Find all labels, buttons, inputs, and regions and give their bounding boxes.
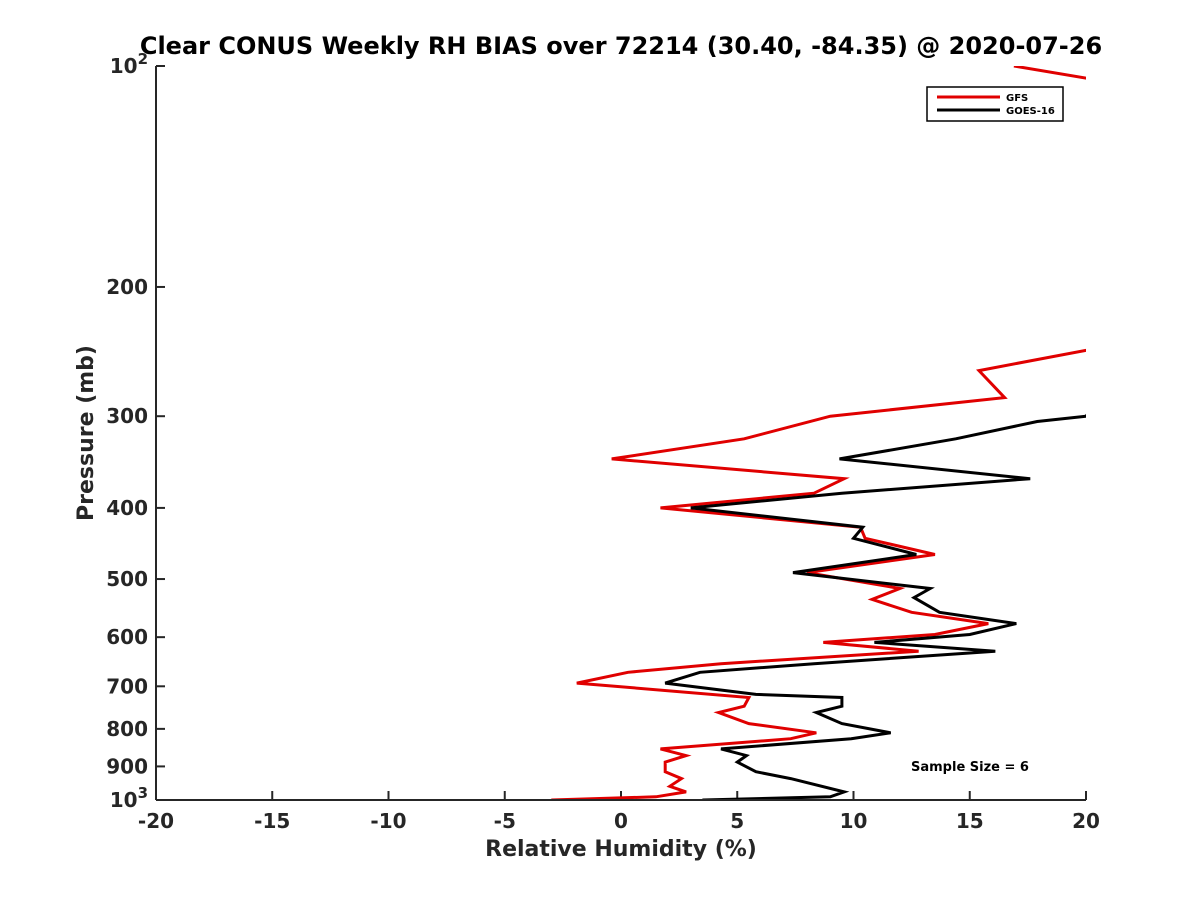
x-tick-label: -5 xyxy=(494,809,516,833)
series-line-goes16 xyxy=(664,413,1086,800)
y-tick-label: 102 xyxy=(110,50,148,78)
y-tick-label: 400 xyxy=(106,496,148,520)
sample-size-annotation: Sample Size = 6 xyxy=(911,760,1029,775)
legend-label-gfs: GFS xyxy=(1006,93,1028,104)
y-tick-label: 103 xyxy=(110,784,148,812)
x-tick-label: -15 xyxy=(254,809,290,833)
x-tick-label: 0 xyxy=(614,809,628,833)
y-tick-label: 900 xyxy=(106,754,148,778)
plot-background xyxy=(156,66,1086,800)
y-axis-ticks: 102 200 300 400 500 600 700 800 900 103 xyxy=(106,50,165,812)
x-tick-label: 15 xyxy=(956,809,984,833)
y-tick-label: 800 xyxy=(106,717,148,741)
y-tick-label: 300 xyxy=(106,404,148,428)
y-tick-label: 200 xyxy=(106,275,148,299)
y-tick-label: 700 xyxy=(106,674,148,698)
y-tick-label: 600 xyxy=(106,625,148,649)
series-layer xyxy=(551,66,1086,800)
series-line-gfs xyxy=(551,66,1086,800)
x-tick-label: 10 xyxy=(840,809,868,833)
x-axis-ticks: -20 -15 -10 -5 0 5 10 15 20 xyxy=(138,791,1100,833)
y-axis-label: Pressure (mb) xyxy=(74,345,99,521)
x-tick-label: 20 xyxy=(1072,809,1100,833)
x-axis-label: Relative Humidity (%) xyxy=(485,837,757,862)
legend-box xyxy=(926,86,1064,122)
y-tick-label: 500 xyxy=(106,567,148,591)
legend: GFS GOES-16 xyxy=(926,86,1064,122)
x-tick-label: -10 xyxy=(370,809,406,833)
x-tick-label: -20 xyxy=(138,809,174,833)
legend-label-goes16: GOES-16 xyxy=(1006,106,1055,117)
chart-title: Clear CONUS Weekly RH BIAS over 72214 (3… xyxy=(140,32,1102,60)
x-tick-label: 5 xyxy=(730,809,744,833)
